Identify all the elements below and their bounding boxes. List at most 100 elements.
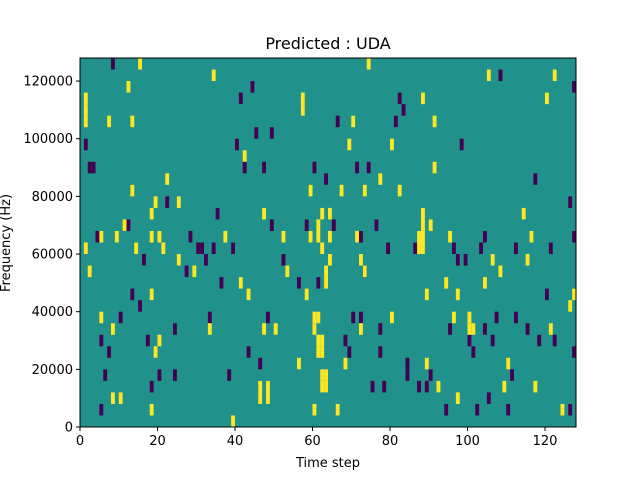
heatmap-cell-high (421, 219, 425, 231)
heatmap-cell-high (448, 230, 453, 243)
heatmap-cell-low (378, 323, 383, 335)
heatmap-cell-low (510, 369, 515, 381)
y-axis-label: Frequency (Hz) (0, 194, 14, 292)
heatmap-cell-low (266, 311, 270, 324)
heatmap-cell-low (386, 242, 391, 255)
heatmap-cell-high (149, 207, 154, 220)
heatmap-cell-high (262, 323, 267, 335)
heatmap-cell-low (99, 403, 104, 416)
heatmap-cell-high (455, 288, 460, 301)
heatmap-cell-low (483, 230, 487, 243)
heatmap-cell-low (351, 311, 356, 324)
x-tick-label: 120 (533, 434, 558, 449)
heatmap-cell-high (176, 254, 181, 266)
heatmap-cell-low (378, 346, 383, 358)
heatmap-cell-high (281, 230, 286, 243)
heatmap-cell-high (424, 357, 429, 370)
heatmap-cell-low (331, 219, 336, 231)
heatmap-cell-high (300, 104, 305, 116)
heatmap-cell-low (138, 300, 143, 312)
heatmap-cell-low (347, 346, 352, 358)
heatmap-cell-high (502, 380, 507, 393)
heatmap-cell-low (281, 254, 286, 266)
heatmap-cell-high (99, 311, 104, 324)
heatmap-cell-high (552, 69, 557, 82)
heatmap-cell-low (215, 207, 220, 220)
y-tick-label: 100000 (23, 132, 73, 147)
heatmap-cell-high (266, 392, 270, 404)
heatmap-cell-high (572, 288, 577, 301)
heatmap-cell-high (432, 115, 437, 128)
heatmap-cell-high (207, 323, 212, 335)
heatmap-cell-low (242, 161, 247, 174)
heatmap-cell-low (173, 323, 177, 335)
heatmap-cell-low (382, 380, 387, 393)
heatmap-cell-high (421, 207, 425, 220)
heatmap-cell-low (231, 242, 236, 255)
heatmap-cell-high (320, 207, 325, 220)
heatmap-cell-high (490, 254, 495, 266)
heatmap-cell-high (192, 265, 197, 278)
x-tick-label: 40 (227, 434, 244, 449)
heatmap-cell-high (312, 311, 317, 324)
heatmap-cell-high (111, 323, 115, 335)
heatmap-cell-low (393, 115, 398, 128)
heatmap-cell-high (83, 104, 88, 116)
heatmap-cell-high (320, 242, 325, 255)
heatmap-cell-low (91, 161, 96, 174)
heatmap-cell-high (285, 265, 290, 278)
heatmap-cell-high (390, 311, 394, 324)
heatmap-cell-high (328, 230, 332, 243)
heatmap-cell-high (324, 369, 329, 381)
heatmap-cell-high (320, 380, 325, 393)
heatmap-cell-low (111, 58, 115, 70)
heatmap-cell-low (370, 380, 375, 393)
heatmap-cell-low (533, 173, 538, 185)
heatmap-cell-high (273, 323, 278, 335)
heatmap-cell-low (235, 138, 239, 151)
heatmap-cell-high (316, 219, 321, 231)
heatmap-cell-low (184, 265, 189, 278)
heatmap-cell-low (196, 242, 201, 255)
heatmap-cell-low (525, 323, 530, 335)
heatmap-cell-low (107, 346, 112, 358)
x-tick-label: 80 (382, 434, 399, 449)
heatmap-cell-high (176, 196, 181, 208)
heatmap-cell-low (568, 403, 573, 416)
heatmap-cell-low (355, 161, 360, 174)
heatmap-cell-low (269, 219, 274, 231)
heatmap-cell-low (157, 369, 162, 381)
heatmap-cell-high (417, 242, 422, 255)
heatmap-cell-high (521, 207, 526, 220)
heatmap-cell-high (130, 115, 135, 128)
heatmap-cell-low (483, 323, 487, 335)
heatmap-cell-high (266, 380, 270, 393)
heatmap-cell-high (362, 184, 367, 197)
heatmap-cell-high (335, 403, 340, 416)
heatmap-cell-low (204, 254, 208, 266)
heatmap-cell-high (483, 277, 487, 289)
heatmap-cell-low (254, 127, 259, 139)
heatmap-cell-low (145, 334, 150, 347)
heatmap-cell-low (207, 311, 212, 324)
heatmap-cell-low (413, 242, 418, 255)
heatmap-cell-low (200, 242, 205, 255)
heatmap-cell-low (490, 334, 495, 347)
heatmap-cell-high (324, 380, 329, 393)
heatmap-cells (83, 58, 577, 427)
heatmap-cell-low (452, 242, 456, 255)
heatmap-cell-low (324, 173, 329, 185)
heatmap-cell-high (99, 230, 104, 243)
heatmap-cell-low (219, 277, 224, 289)
heatmap-cell-low (83, 138, 88, 151)
heatmap-cell-high (165, 173, 170, 185)
heatmap-cell-high (452, 311, 456, 324)
heatmap-cell-low (572, 346, 577, 358)
heatmap-cell-high (548, 323, 553, 335)
heatmap-cell-high (300, 92, 305, 105)
heatmap-cell-high (529, 230, 534, 243)
heatmap-cell-high (83, 92, 88, 105)
heatmap-cell-high (378, 173, 383, 185)
heatmap-cell-low (165, 196, 170, 208)
heatmap-cell-high (308, 230, 313, 243)
